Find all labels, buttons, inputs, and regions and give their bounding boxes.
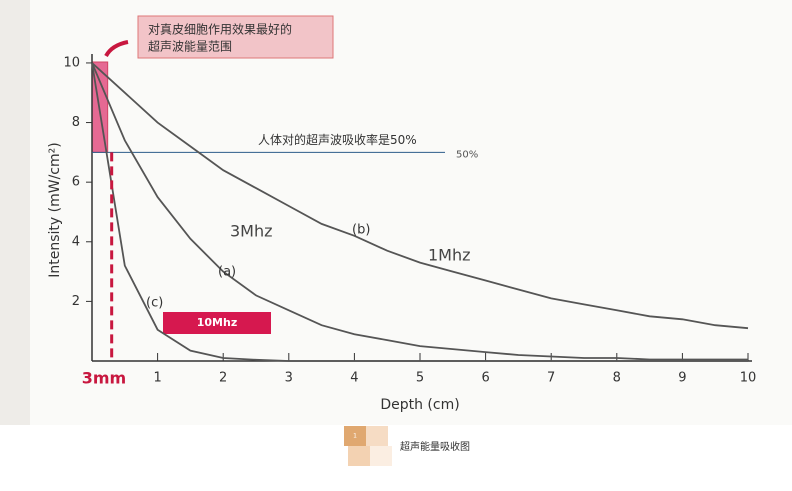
curve — [91, 62, 749, 330]
caption-icon — [366, 426, 388, 446]
frequency-label: 10Mhz — [197, 316, 238, 329]
y-tick-label: 6 — [72, 175, 80, 190]
frequency-label: 1Mhz — [428, 246, 471, 265]
scan-background — [0, 0, 792, 425]
y-axis-label: Intensity (mW/cm²) — [47, 142, 63, 277]
label-box — [163, 312, 271, 334]
y-tick-label: 8 — [72, 115, 80, 130]
x-tick-label: 3 — [285, 371, 293, 386]
caption-icon — [348, 446, 370, 466]
caption-icon — [370, 446, 392, 466]
caption: 超声能量吸收图 — [400, 440, 470, 453]
reference-label: 人体对的超声波吸收率是50% — [258, 132, 417, 147]
scan-margin — [0, 0, 30, 425]
curve-label: (a) — [218, 265, 236, 280]
y-tick-label: 2 — [72, 294, 80, 309]
callout-box — [137, 15, 334, 59]
y-tick-label: 10 — [63, 55, 80, 70]
callout-arrow — [104, 40, 129, 58]
x-tick-label: 5 — [416, 371, 424, 386]
x-tick-label: 2 — [219, 371, 227, 386]
x-tick-label: 4 — [350, 371, 358, 386]
x-tick-label: 6 — [481, 371, 489, 386]
x-tick-label: 9 — [678, 371, 686, 386]
callout-line: 对真皮细胞作用效果最好的 — [148, 22, 292, 37]
x-tick-label: 8 — [613, 371, 621, 386]
callout-line: 超声波能量范围 — [148, 39, 232, 54]
frequency-label: 3Mhz — [230, 222, 273, 241]
depth-marker-label: 3mm — [82, 369, 126, 388]
curve — [91, 62, 748, 362]
curve-label: (c) — [146, 296, 163, 311]
caption-icon — [344, 426, 366, 446]
curve — [91, 62, 748, 361]
reference-end-label: 50% — [456, 149, 478, 160]
x-tick-label: 7 — [547, 371, 555, 386]
x-axis-label: Depth (cm) — [380, 397, 459, 413]
y-tick-label: 4 — [72, 234, 80, 249]
curve-label: (b) — [352, 223, 370, 238]
caption-icon-number: 1 — [353, 433, 357, 440]
x-tick-label: 1 — [153, 371, 161, 386]
x-tick-label: 10 — [740, 371, 757, 386]
